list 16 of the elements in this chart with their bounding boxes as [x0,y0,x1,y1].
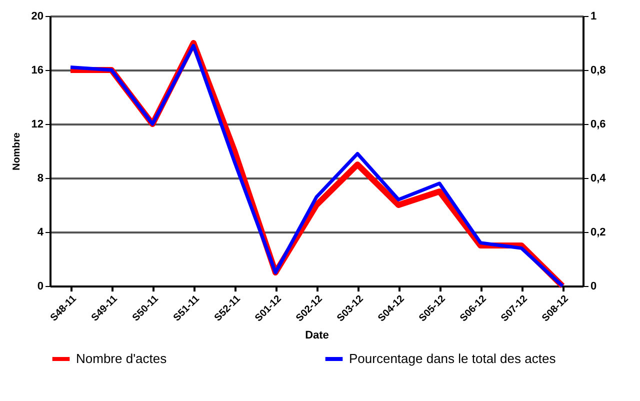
y2-tick-label: 0 [590,280,597,292]
y2-tick-label: 1 [590,10,597,22]
y2-tick-label: 0,4 [590,172,607,184]
legend-label: Pourcentage dans le total des actes [349,351,556,366]
y2-tick-label: 0,6 [590,118,606,130]
y-tick-label: 12 [31,118,44,130]
y-tick-label: 20 [31,10,44,22]
y-axis-title: Nombre [11,132,22,170]
y-tick-label: 4 [37,226,44,238]
y2-tick-label: 0,8 [590,64,606,76]
y-tick-label: 16 [31,64,44,76]
legend-label: Nombre d'actes [76,351,168,366]
x-axis-title: Date [305,329,329,342]
y2-tick-label: 0,2 [590,226,606,238]
y-tick-label: 0 [37,280,44,292]
y-tick-label: 8 [37,172,44,184]
